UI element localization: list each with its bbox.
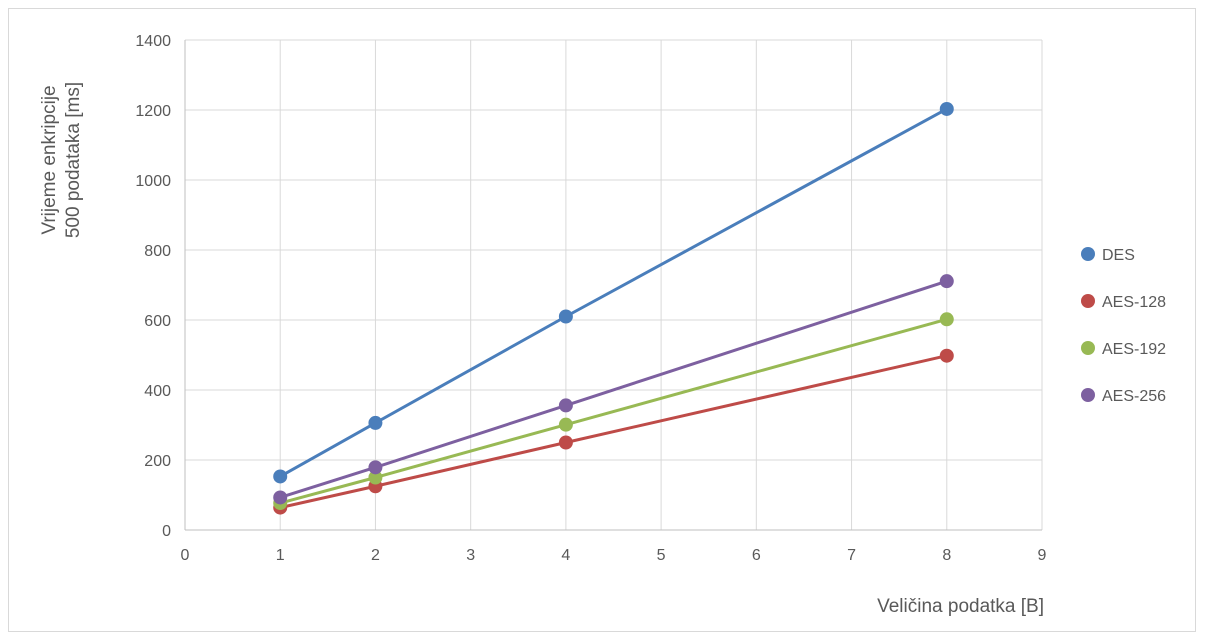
- data-point-des: [558, 309, 573, 324]
- data-point-des: [273, 469, 288, 484]
- x-tick-label: 4: [561, 547, 570, 564]
- legend: DES AES-128 AES-192 AES-256: [1081, 247, 1166, 405]
- series-group: [273, 101, 954, 515]
- legend-marker-aes-192: [1081, 341, 1095, 355]
- data-point-des: [368, 415, 383, 430]
- y-tick-label: 800: [144, 243, 171, 260]
- data-point-aes-256: [273, 490, 288, 505]
- tick-labels: 0 200 400 600 800 1000 1200 1400 0 1 2 3 4 5 6 7 8 9: [135, 33, 1046, 564]
- x-tick-label: 1: [276, 547, 285, 564]
- axes: [184, 40, 1042, 531]
- data-point-aes-256: [558, 398, 573, 413]
- legend-marker-aes-256: [1081, 388, 1095, 402]
- y-tick-label: 1400: [135, 33, 171, 50]
- data-point-aes-128: [939, 348, 954, 363]
- x-tick-label: 6: [752, 547, 761, 564]
- data-point-aes-256: [368, 460, 383, 475]
- x-axis-title: Veličina podatka [B]: [877, 596, 1044, 617]
- y-tick-label: 600: [144, 313, 171, 330]
- x-tick-label: 3: [466, 547, 475, 564]
- data-point-aes-192: [368, 470, 383, 485]
- x-tick-label: 7: [847, 547, 856, 564]
- legend-label-des: DES: [1102, 247, 1135, 264]
- data-point-des: [939, 101, 954, 116]
- y-tick-label: 1200: [135, 103, 171, 120]
- legend-label-aes-192: AES-192: [1102, 341, 1166, 358]
- series-line-aes-192: [279, 317, 948, 505]
- legend-label-aes-256: AES-256: [1102, 388, 1166, 405]
- x-tick-label: 5: [657, 547, 666, 564]
- y-tick-label: 1000: [135, 173, 171, 190]
- x-tick-label: 2: [371, 547, 380, 564]
- data-point-aes-192: [558, 417, 573, 432]
- data-point-aes-256: [939, 274, 954, 289]
- legend-marker-des: [1081, 247, 1095, 261]
- y-tick-label: 400: [144, 383, 171, 400]
- series-line-aes-256: [279, 279, 948, 499]
- x-tick-label: 8: [942, 547, 951, 564]
- legend-marker-aes-128: [1081, 294, 1095, 308]
- gridlines: [185, 39, 1043, 530]
- series-line-aes-128: [279, 354, 948, 510]
- x-tick-label: 0: [181, 547, 190, 564]
- legend-label-aes-128: AES-128: [1102, 294, 1166, 311]
- y-tick-label: 0: [162, 523, 171, 540]
- data-point-aes-192: [939, 312, 954, 327]
- series-line-des: [279, 107, 948, 478]
- y-axis-title-line-2: 500 podataka [ms]: [63, 82, 84, 238]
- x-tick-label: 9: [1038, 547, 1047, 564]
- data-point-aes-128: [558, 435, 573, 450]
- y-tick-label: 200: [144, 453, 171, 470]
- y-axis-title-line-1: Vrijeme enkripcije: [39, 85, 60, 234]
